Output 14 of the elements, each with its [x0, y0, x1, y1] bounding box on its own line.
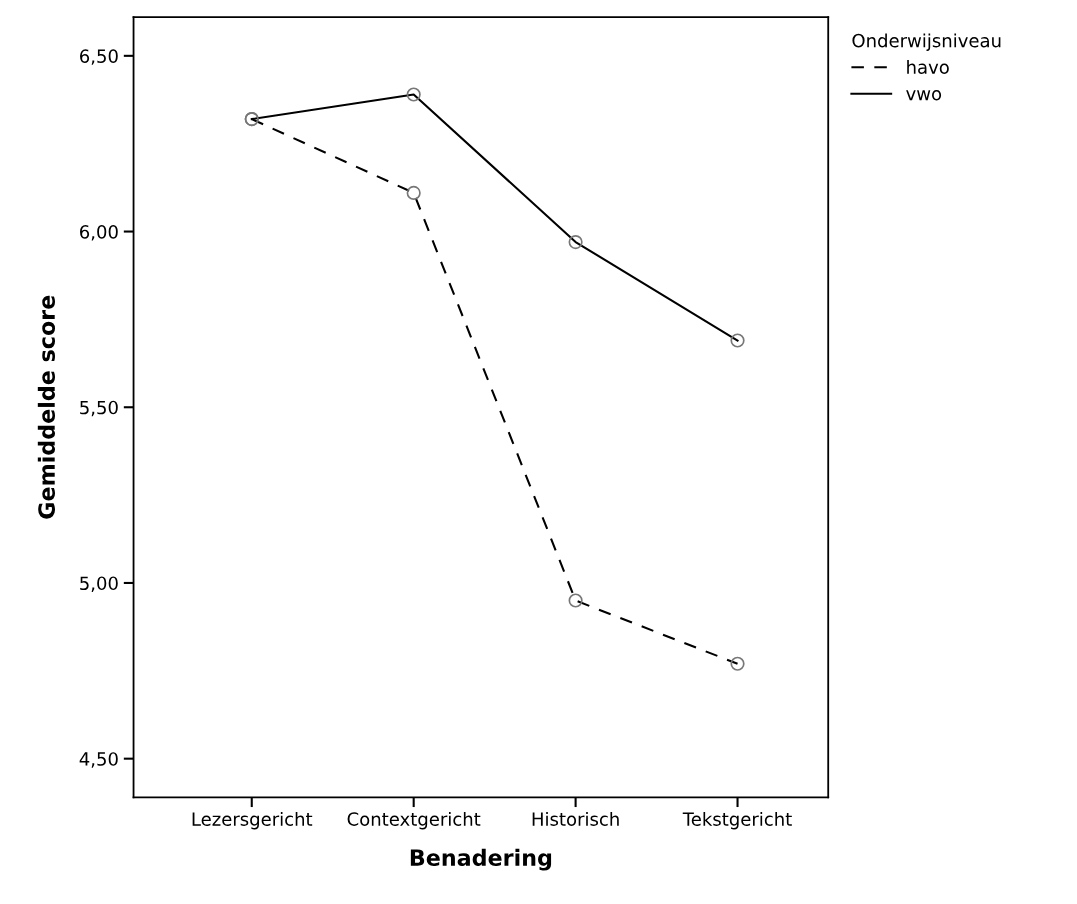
- x-tick-label: Contextgericht: [347, 811, 481, 830]
- x-axis-title: Benadering: [410, 848, 552, 871]
- legend-label: havo: [907, 59, 949, 74]
- y-tick-label: 6,50: [80, 49, 118, 65]
- x-tick-label: Historisch: [532, 811, 619, 826]
- y-tick-label: 5,50: [80, 400, 118, 417]
- x-tick-label: Tekstgericht: [682, 811, 792, 830]
- y-tick-label: 4,50: [79, 752, 118, 768]
- legend-label: vwo: [906, 90, 942, 101]
- legend-title: Onderwijsniveau: [852, 33, 1001, 51]
- x-tick-label: Lezersgericht: [192, 811, 313, 830]
- y-tick-label: 6,00: [80, 225, 118, 241]
- y-tick-label: 5,00: [80, 576, 118, 592]
- y-axis-title: Gemiddelde score: [37, 295, 56, 519]
